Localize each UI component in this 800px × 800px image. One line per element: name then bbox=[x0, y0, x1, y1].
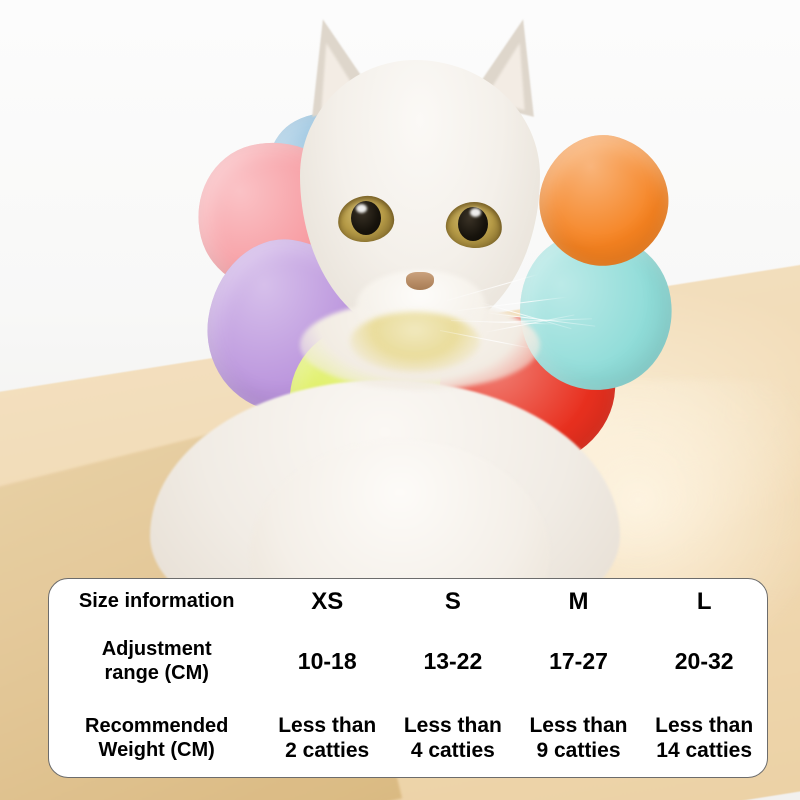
cell-weight-m: Less than 9 catties bbox=[516, 699, 642, 777]
cat-nose bbox=[406, 272, 434, 290]
cell-weight-xs: Less than 2 catties bbox=[264, 699, 390, 777]
table-row-adjustment-range: Adjustment range (CM) 10-18 13-22 17-27 … bbox=[49, 625, 767, 699]
cell-weight-l: Less than 14 catties bbox=[641, 699, 767, 777]
header-size-s: S bbox=[444, 587, 461, 615]
cat-chin-tuft bbox=[350, 312, 480, 372]
header-size-information: Size information bbox=[78, 590, 235, 613]
cell-weight-xs-line1: Less than bbox=[278, 714, 377, 738]
cell-adjustment-s: 13-22 bbox=[423, 648, 483, 675]
cat-eye-glint-right bbox=[470, 208, 481, 217]
table-row-recommended-weight: Recommended Weight (CM) Less than 2 catt… bbox=[49, 699, 767, 777]
row-label-recommended-weight-line2: Weight (CM) bbox=[98, 739, 215, 761]
cell-adjustment-xs: 10-18 bbox=[297, 648, 357, 675]
header-size-m: M bbox=[568, 587, 589, 615]
row-label-recommended-weight: Recommended Weight (CM) bbox=[49, 699, 264, 777]
row-label-adjustment-range: Adjustment range (CM) bbox=[49, 625, 264, 699]
row-label-adjustment-range-line2: range (CM) bbox=[104, 662, 209, 684]
cell-adjustment-m: 17-27 bbox=[549, 648, 608, 675]
header-size-l: L bbox=[696, 587, 712, 615]
cell-weight-s-line1: Less than bbox=[403, 714, 502, 738]
size-information-table: Size information XS S M L Adjustment ran… bbox=[49, 579, 767, 777]
row-label-recommended-weight-line1: Recommended bbox=[85, 715, 229, 738]
size-chart-card: Size information XS S M L Adjustment ran… bbox=[48, 578, 768, 778]
cell-weight-s: Less than 4 catties bbox=[390, 699, 516, 777]
cat-eye-glint-left bbox=[356, 204, 367, 213]
cell-weight-xs-line2: 2 catties bbox=[285, 739, 370, 762]
header-size-xs: XS bbox=[311, 587, 344, 615]
row-label-adjustment-range-line1: Adjustment bbox=[101, 638, 212, 661]
cell-adjustment-l: 20-32 bbox=[674, 648, 734, 675]
cell-weight-s-line2: 4 catties bbox=[410, 739, 495, 762]
cell-weight-l-line2: 14 catties bbox=[656, 739, 753, 762]
table-row-header: Size information XS S M L bbox=[49, 579, 767, 625]
cell-weight-m-line1: Less than bbox=[529, 714, 628, 738]
cell-weight-l-line1: Less than bbox=[655, 714, 754, 738]
cell-weight-m-line2: 9 catties bbox=[536, 739, 621, 762]
